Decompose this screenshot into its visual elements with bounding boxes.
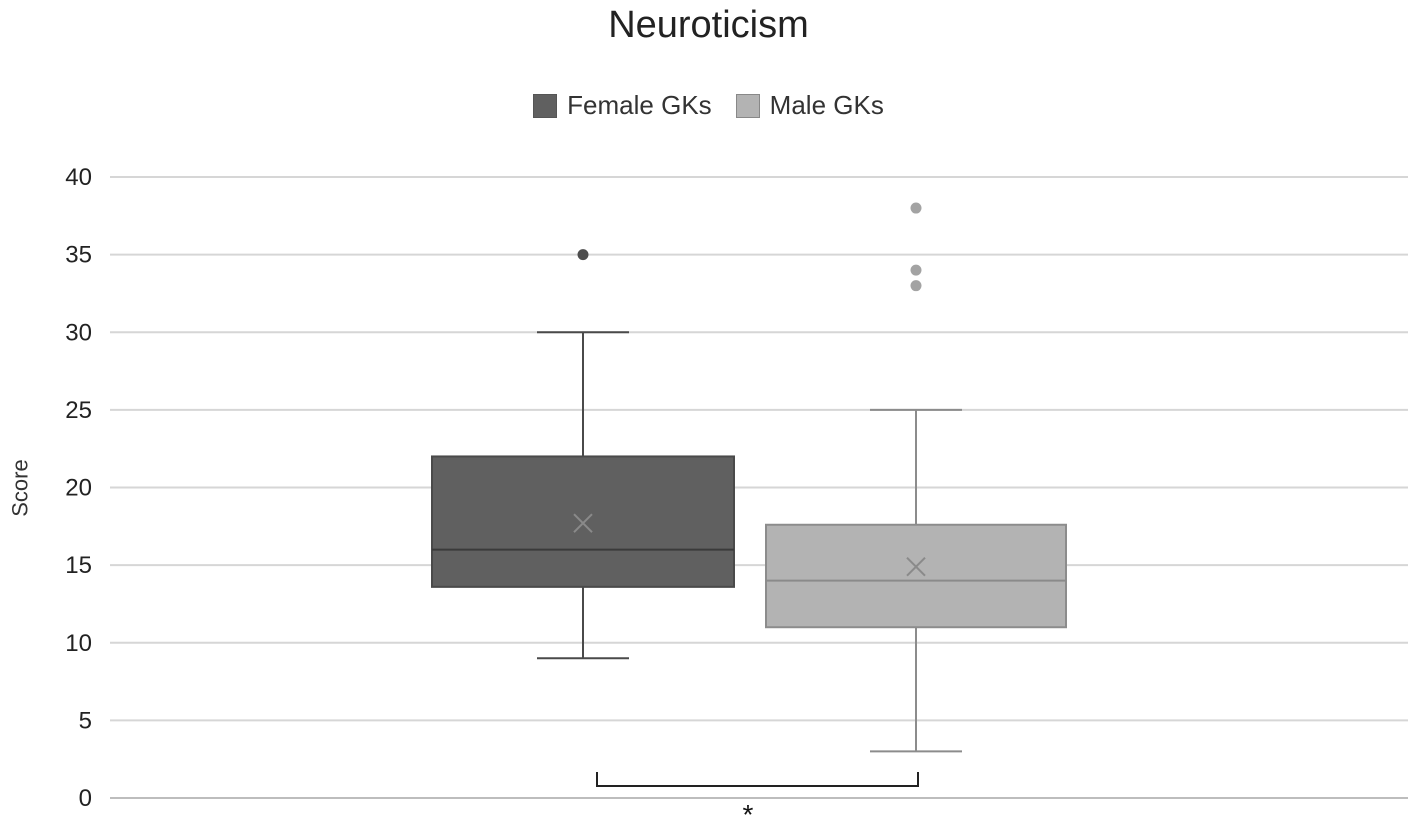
- chart-title: Neuroticism: [608, 4, 809, 46]
- box-female: [431, 455, 735, 588]
- legend-swatch-male: [735, 93, 760, 118]
- y-tick-label-25: 25: [65, 397, 92, 424]
- legend-item-female: Female GKs: [533, 90, 712, 121]
- legend-swatch-female: [533, 93, 558, 118]
- significance-label: *: [743, 799, 754, 824]
- legend-label-female: Female GKs: [567, 90, 712, 120]
- legend-label-male: Male GKs: [769, 90, 884, 120]
- y-tick-label-10: 10: [65, 630, 92, 657]
- outlier-male-38: [910, 202, 922, 214]
- y-tick-label-0: 0: [79, 785, 92, 812]
- legend-item-male: Male GKs: [735, 90, 884, 121]
- y-tick-label-5: 5: [79, 707, 92, 734]
- y-tick-label-30: 30: [65, 319, 92, 346]
- outlier-female-35: [577, 249, 589, 261]
- mean-marker-female-b: [573, 513, 593, 533]
- mean-marker-male-b: [906, 556, 926, 577]
- significance-bracket: [596, 772, 919, 787]
- y-tick-label-35: 35: [65, 242, 92, 269]
- y-tick-label-15: 15: [65, 552, 92, 579]
- box-male: [765, 523, 1067, 629]
- y-tick-label-40: 40: [65, 164, 92, 191]
- outlier-male-34: [910, 264, 922, 276]
- y-tick-label-20: 20: [65, 475, 92, 502]
- outlier-male-33: [910, 280, 922, 292]
- legend: Female GKs Male GKs: [0, 90, 1417, 121]
